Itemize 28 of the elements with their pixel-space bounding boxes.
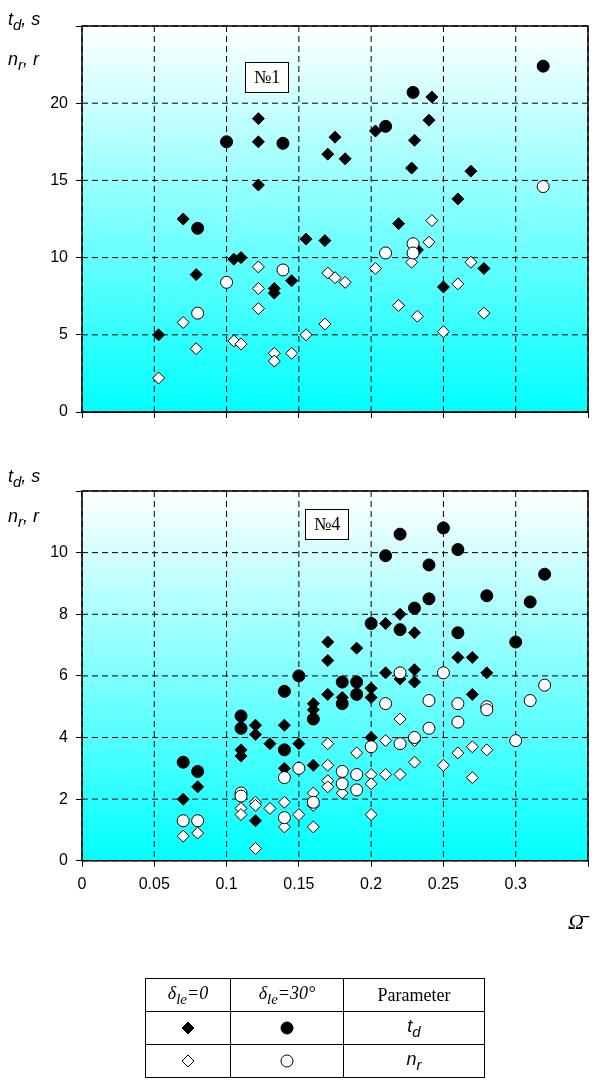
y-axis-title: t$_{d}$, s n$_{r}$, r <box>8 465 41 532</box>
x-tick-label: 0.25 <box>427 874 460 892</box>
x-tick-label: 0.2 <box>360 874 383 892</box>
text: t$_{d}$ <box>343 1011 485 1045</box>
annotation: №4 <box>305 509 350 540</box>
x-tick-label: 0.15 <box>283 874 315 892</box>
annotation: №1 <box>245 62 290 93</box>
y-tick-label: 10 <box>50 543 69 561</box>
y-tick-label: 0 <box>59 402 69 420</box>
x-axis-title: Ω̄ <box>567 908 588 936</box>
y-tick-label: 2 <box>59 789 69 807</box>
y-tick-label: 0 <box>59 851 69 869</box>
y-tick-label: 8 <box>59 604 69 622</box>
text: Parameter <box>343 978 485 1012</box>
x-tick-label: 0 <box>77 874 87 892</box>
text: δ$_{le}$=30° <box>230 978 344 1012</box>
y-tick-label: 4 <box>59 727 69 745</box>
x-tick-label: 0.1 <box>215 874 238 892</box>
y-tick-label: 6 <box>59 666 69 684</box>
x-tick-label: 0.05 <box>138 874 170 892</box>
y-tick-label: 10 <box>50 248 69 266</box>
y-axis-title: t$_{d}$, s n$_{r}$, r <box>8 8 41 75</box>
x-tick-label: 0.3 <box>504 874 527 892</box>
y-tick-label: 20 <box>50 93 69 111</box>
y-tick-label: 5 <box>59 325 69 343</box>
y-tick-label: 15 <box>50 170 69 188</box>
text: δ$_{le}$=0 <box>145 978 231 1012</box>
text: n$_{r}$ <box>343 1044 485 1078</box>
